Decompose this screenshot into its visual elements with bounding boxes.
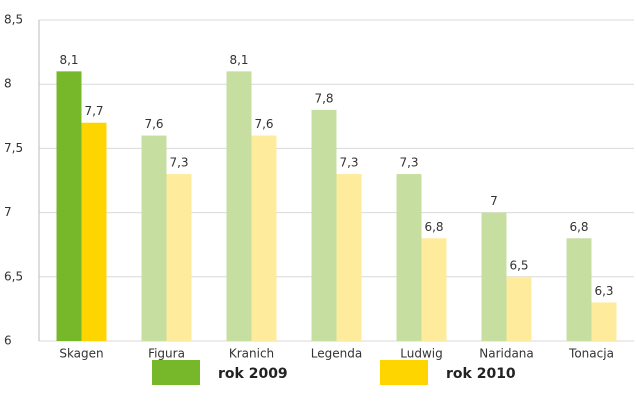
y-tick-label: 7: [4, 205, 12, 219]
bar: [81, 122, 107, 341]
bar: [56, 71, 82, 342]
x-tick-label: Figura: [148, 347, 185, 361]
y-tick-label: 6: [4, 334, 12, 348]
bar: [251, 135, 277, 341]
bar: [566, 238, 592, 341]
x-tick-label: Ludwig: [400, 347, 442, 361]
legend: rok 2009: [218, 366, 288, 382]
legend-swatch: [380, 360, 428, 385]
bar: [141, 135, 167, 341]
bar: [421, 238, 447, 341]
bar: [396, 174, 422, 341]
value-label: 8,1: [229, 53, 248, 67]
bar: [336, 174, 362, 341]
y-tick-label: 6,5: [4, 269, 23, 283]
bar: [506, 276, 532, 341]
x-tick-label: Naridana: [479, 347, 534, 361]
legend: rok 2010: [446, 366, 516, 382]
value-label: 7,3: [399, 156, 418, 170]
y-tick-label: 8,5: [4, 13, 23, 27]
y-tick-label: 8: [4, 77, 12, 91]
x-tick-label: Kranich: [229, 347, 274, 361]
bar: [166, 174, 192, 341]
value-label: 6,8: [424, 220, 443, 234]
value-label: 7,8: [314, 91, 333, 105]
x-tick-label: Skagen: [59, 347, 103, 361]
bar: [591, 302, 617, 341]
bar: [226, 71, 252, 342]
value-label: 7,6: [144, 117, 163, 131]
x-tick-label: Legenda: [311, 347, 362, 361]
bar: [481, 212, 507, 341]
value-label: 7,3: [169, 156, 188, 170]
value-label: 8,1: [59, 53, 78, 67]
value-label: 6,3: [594, 284, 613, 298]
y-tick-label: 7,5: [4, 141, 23, 155]
value-label: 7,7: [84, 104, 103, 118]
value-label: 7,3: [339, 156, 358, 170]
legend-swatch: [152, 360, 200, 385]
value-label: 6,5: [509, 258, 528, 272]
x-tick-label: Tonacja: [568, 347, 614, 361]
value-label: 7,6: [254, 117, 273, 131]
bar: [311, 109, 337, 341]
value-label: 7: [490, 194, 498, 208]
value-label: 6,8: [569, 220, 588, 234]
